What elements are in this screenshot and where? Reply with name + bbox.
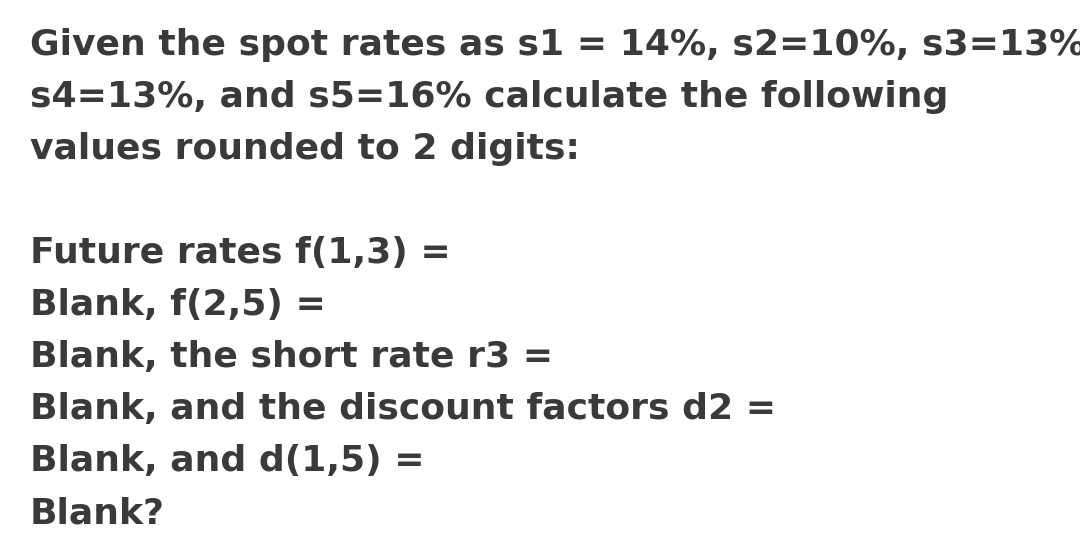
Text: s4=13%, and s5=16% calculate the following: s4=13%, and s5=16% calculate the followi…	[30, 80, 948, 114]
Text: Blank, and d(1,5) =: Blank, and d(1,5) =	[30, 444, 424, 478]
Text: Given the spot rates as s1 = 14%, s2=10%, s3=13%,: Given the spot rates as s1 = 14%, s2=10%…	[30, 28, 1080, 62]
Text: Blank, and the discount factors d2 =: Blank, and the discount factors d2 =	[30, 392, 777, 426]
Text: Future rates f(1,3) =: Future rates f(1,3) =	[30, 236, 450, 270]
Text: values rounded to 2 digits:: values rounded to 2 digits:	[30, 132, 580, 166]
Text: Blank, f(2,5) =: Blank, f(2,5) =	[30, 288, 326, 322]
Text: Blank, the short rate r3 =: Blank, the short rate r3 =	[30, 340, 553, 374]
Text: Blank?: Blank?	[30, 496, 165, 530]
